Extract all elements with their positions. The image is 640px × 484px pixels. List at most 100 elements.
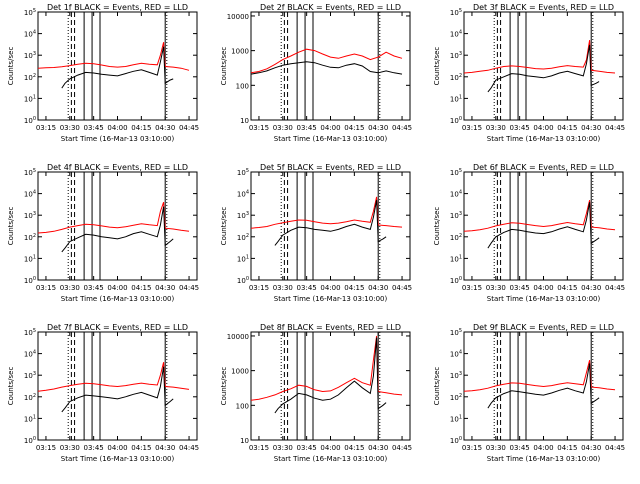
chart-panel-2: 10 100 1000 10000 03:15 03:30 03:45 04:00 04:15 0… — [220, 3, 412, 143]
plot-frame — [37, 11, 198, 121]
chart-panel-6: 100 101 102 103 104 105 03:15 03:30 03:45 04:00 04… — [433, 163, 625, 303]
y-tick-label: 103 — [450, 51, 462, 60]
x-tick-label: 03:30 — [273, 284, 293, 292]
y-tick-label: 100 — [236, 82, 249, 90]
y-tick-label: 100 — [237, 276, 249, 285]
x-tick-label: 03:15 — [462, 284, 482, 292]
series-line-red — [37, 42, 190, 71]
y-tick-label: 103 — [450, 211, 462, 220]
chart-title: Det 5f BLACK = Events, RED = LLD — [260, 163, 401, 172]
series-line-black — [274, 337, 387, 414]
x-tick-label: 04:00 — [320, 284, 340, 292]
series-line-black — [487, 44, 600, 93]
y-tick-label: 102 — [24, 233, 36, 242]
x-tick-label: 03:45 — [510, 444, 530, 452]
x-tick-label: 04:30 — [581, 124, 601, 132]
y-tick-label: 103 — [24, 371, 36, 380]
x-tick-label: 03:45 — [510, 284, 530, 292]
series-line-black — [61, 366, 174, 413]
x-axis-label: Start Time (16-Mar-13 03:10:00) — [487, 455, 601, 463]
y-tick-label: 10 — [240, 117, 249, 125]
x-axis-label: Start Time (16-Mar-13 03:10:00) — [274, 455, 388, 463]
y-tick-label: 104 — [237, 190, 249, 199]
x-tick-label: 04:45 — [605, 444, 625, 452]
x-tick-label: 04:30 — [368, 444, 388, 452]
y-tick-label: 100 — [450, 276, 462, 285]
series-line-red — [37, 362, 190, 392]
y-axis-label: Counts/sec — [220, 207, 228, 246]
plot-frame — [37, 171, 198, 281]
y-tick-label: 105 — [450, 328, 462, 337]
x-tick-label: 04:45 — [392, 444, 412, 452]
x-tick-label: 04:30 — [581, 284, 601, 292]
series-line-black — [274, 200, 387, 246]
y-axis-label: Counts/sec — [7, 367, 15, 406]
x-axis-label: Start Time (16-Mar-13 03:10:00) — [487, 135, 601, 143]
chart-title: Det 8f BLACK = Events, RED = LLD — [260, 323, 401, 332]
y-axis-label: Counts/sec — [220, 367, 228, 406]
x-tick-label: 03:15 — [249, 444, 269, 452]
x-tick-label: 03:30 — [273, 444, 293, 452]
y-tick-label: 104 — [24, 190, 36, 199]
x-tick-label: 03:15 — [249, 124, 269, 132]
x-axis-label: Start Time (16-Mar-13 03:10:00) — [274, 135, 388, 143]
x-tick-label: 04:30 — [155, 444, 175, 452]
x-tick-label: 04:00 — [320, 444, 340, 452]
x-tick-label: 04:45 — [392, 284, 412, 292]
y-axis-label: Counts/sec — [7, 207, 15, 246]
y-tick-label: 1000 — [231, 368, 249, 376]
plot-frame — [250, 331, 411, 441]
x-tick-label: 04:45 — [179, 284, 199, 292]
x-tick-label: 03:45 — [297, 444, 317, 452]
y-tick-label: 105 — [450, 8, 462, 17]
y-tick-label: 104 — [450, 30, 462, 39]
y-tick-label: 101 — [24, 414, 36, 423]
x-tick-label: 03:30 — [273, 124, 293, 132]
chart-panel-5: 100 101 102 103 104 105 03:15 03:30 03:45 04:00 04… — [220, 163, 412, 303]
x-tick-label: 04:15 — [557, 444, 577, 452]
series-line-red — [250, 48, 403, 74]
x-tick-label: 04:30 — [155, 124, 175, 132]
y-tick-label: 100 — [236, 402, 249, 410]
x-tick-label: 03:15 — [249, 284, 269, 292]
y-tick-label: 104 — [24, 30, 36, 39]
y-tick-label: 104 — [24, 350, 36, 359]
x-tick-label: 04:15 — [557, 124, 577, 132]
x-tick-label: 03:45 — [84, 284, 104, 292]
y-tick-label: 101 — [450, 94, 462, 103]
y-tick-label: 102 — [450, 233, 462, 242]
x-tick-label: 03:15 — [462, 124, 482, 132]
series-line-black — [250, 61, 403, 75]
x-tick-label: 04:15 — [344, 284, 364, 292]
y-tick-label: 101 — [450, 414, 462, 423]
series-line-black — [61, 46, 174, 89]
x-tick-label: 04:15 — [557, 284, 577, 292]
y-tick-label: 102 — [450, 73, 462, 82]
y-tick-label: 104 — [450, 350, 462, 359]
x-tick-label: 03:30 — [486, 124, 506, 132]
y-tick-label: 100 — [24, 276, 36, 285]
chart-panel-3: 100 101 102 103 104 105 03:15 03:30 03:45 04:00 04… — [433, 3, 625, 143]
x-axis-label: Start Time (16-Mar-13 03:10:00) — [61, 135, 175, 143]
x-tick-label: 04:15 — [131, 444, 151, 452]
x-tick-label: 03:45 — [297, 284, 317, 292]
y-tick-label: 103 — [24, 211, 36, 220]
y-tick-label: 101 — [237, 254, 249, 263]
y-tick-label: 10000 — [227, 13, 249, 21]
y-tick-label: 105 — [450, 168, 462, 177]
x-tick-label: 04:45 — [179, 444, 199, 452]
y-tick-label: 100 — [450, 116, 462, 125]
y-tick-label: 101 — [450, 254, 462, 263]
x-axis-label: Start Time (16-Mar-13 03:10:00) — [487, 295, 601, 303]
x-tick-label: 04:15 — [131, 284, 151, 292]
y-tick-label: 103 — [450, 371, 462, 380]
x-tick-label: 04:15 — [131, 124, 151, 132]
y-tick-label: 10000 — [227, 333, 249, 341]
chart-panel-4: 100 101 102 103 104 105 03:15 03:30 03:45 04:00 04… — [7, 163, 199, 303]
x-tick-label: 04:45 — [605, 124, 625, 132]
x-tick-label: 03:30 — [60, 124, 80, 132]
plot-frame — [463, 11, 624, 121]
chart-title: Det 7f BLACK = Events, RED = LLD — [47, 323, 188, 332]
chart-title: Det 2f BLACK = Events, RED = LLD — [260, 3, 401, 12]
